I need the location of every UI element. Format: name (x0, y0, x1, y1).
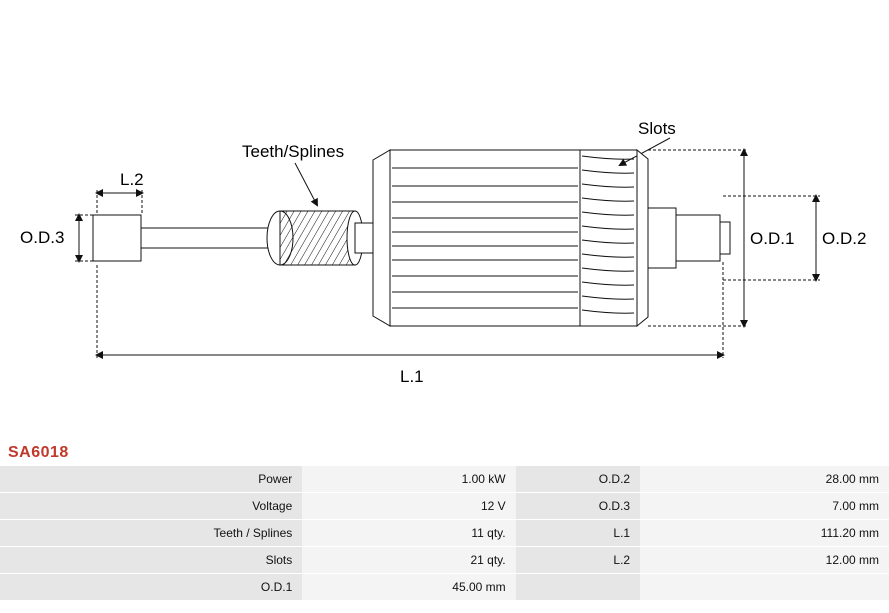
product-code: SA6018 (8, 444, 889, 462)
label-L2: L.2 (120, 170, 144, 189)
spec-label: L.1 (516, 520, 640, 547)
spec-label: O.D.3 (516, 493, 640, 520)
label-OD1: O.D.1 (750, 229, 794, 248)
label-slots: Slots (638, 119, 676, 138)
table-row: Slots 21 qty. L.2 12.00 mm (0, 547, 889, 574)
spec-label (516, 574, 640, 601)
spec-value: 111.20 mm (640, 520, 889, 547)
spec-value: 12 V (302, 493, 515, 520)
spec-value: 21 qty. (302, 547, 515, 574)
table-row: Power 1.00 kW O.D.2 28.00 mm (0, 466, 889, 493)
spec-label: L.2 (516, 547, 640, 574)
spec-value: 12.00 mm (640, 547, 889, 574)
spec-label: Teeth / Splines (0, 520, 302, 547)
spec-value: 11 qty. (302, 520, 515, 547)
spec-label: Voltage (0, 493, 302, 520)
spec-label: O.D.2 (516, 466, 640, 493)
spec-value: 45.00 mm (302, 574, 515, 601)
spec-value: 7.00 mm (640, 493, 889, 520)
spec-label: Power (0, 466, 302, 493)
label-L1: L.1 (400, 367, 424, 386)
spec-table: Power 1.00 kW O.D.2 28.00 mm Voltage 12 … (0, 466, 889, 601)
label-OD3: O.D.3 (20, 228, 64, 247)
table-row: Voltage 12 V O.D.3 7.00 mm (0, 493, 889, 520)
spec-value: 28.00 mm (640, 466, 889, 493)
label-OD2: O.D.2 (822, 229, 866, 248)
label-teeth-splines: Teeth/Splines (242, 142, 344, 161)
diagram-area: L.2 O.D.3 Teeth/Splines (0, 0, 889, 440)
spec-value: 1.00 kW (302, 466, 515, 493)
table-row: Teeth / Splines 11 qty. L.1 111.20 mm (0, 520, 889, 547)
spec-label: Slots (0, 547, 302, 574)
armature-svg: L.2 O.D.3 Teeth/Splines (0, 0, 889, 440)
table-row: O.D.1 45.00 mm (0, 574, 889, 601)
spec-label: O.D.1 (0, 574, 302, 601)
spec-value (640, 574, 889, 601)
